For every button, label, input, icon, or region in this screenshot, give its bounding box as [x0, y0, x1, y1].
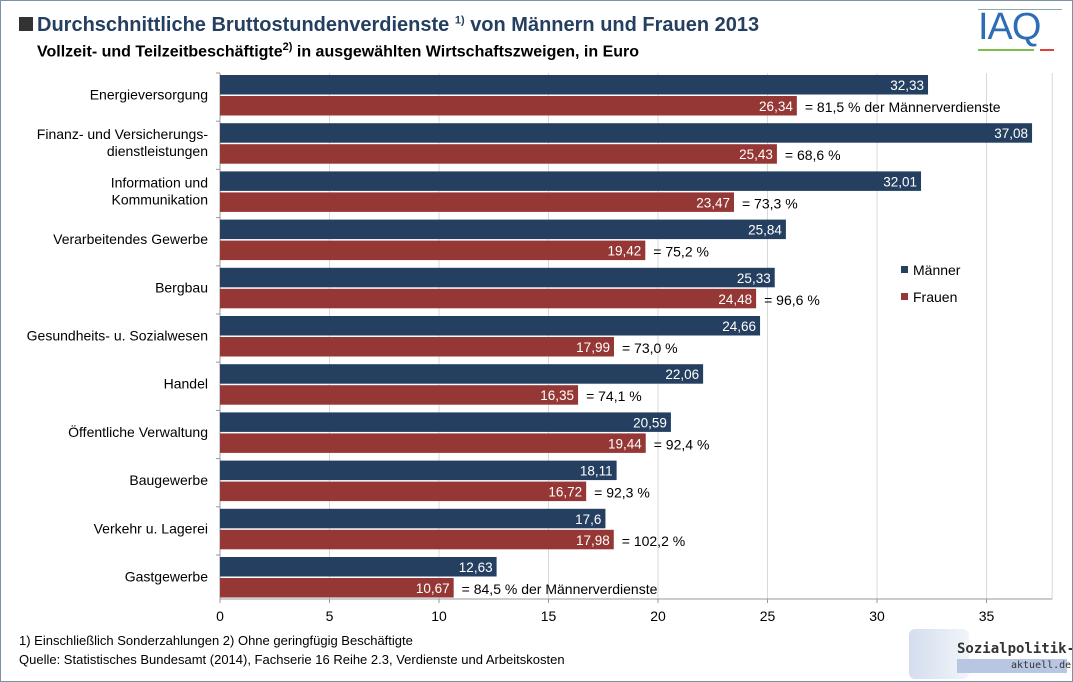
x-tick-label: 15: [541, 608, 557, 621]
legend-label: Männer: [913, 262, 961, 278]
bar-frauen: [220, 192, 734, 212]
percent-annotation: = 96,6 %: [764, 292, 820, 308]
bar-value-label: 25,43: [739, 147, 773, 162]
bar-frauen: [220, 433, 646, 453]
bar-value-label: 26,34: [759, 99, 793, 114]
bar-chart: 0 5 10 15 20 25 30 35 Energieversorgung 32,33 26,3…: [27, 72, 1053, 621]
source-note: Quelle: Statistisches Bundesamt (2014), …: [19, 652, 565, 667]
footnote: 1) Einschließlich Sonderzahlungen 2) Ohn…: [19, 633, 413, 648]
subtitle-main: Vollzeit- und Teilzeitbeschäftigte: [37, 43, 283, 61]
bar-value-label: 19,42: [608, 244, 642, 259]
percent-annotation: = 81,5 % der Männerverdienste: [805, 99, 1001, 115]
category-label: Finanz- und Versicherungs-: [37, 126, 209, 142]
bar-frauen: [220, 481, 587, 502]
bar-männer: [220, 267, 775, 288]
sozialpolitik-watermark: Sozialpolitik-aktuell.de: [909, 629, 1072, 679]
bar-frauen: [220, 529, 614, 550]
percent-annotation: = 92,3 %: [594, 485, 650, 501]
bar-frauen: [220, 144, 777, 164]
percent-annotation: = 73,3 %: [742, 195, 798, 211]
bar-frauen: [220, 385, 579, 405]
bar-value-label: 12,63: [459, 560, 493, 575]
category-label: Verkehr u. Lagerei: [94, 520, 208, 536]
bar-frauen: [220, 578, 454, 598]
bar-value-label: 16,35: [540, 388, 574, 403]
bar-männer: [220, 557, 497, 577]
x-tick-label: 20: [650, 608, 666, 621]
category-label: Öffentliche Verwaltung: [68, 423, 208, 440]
category-label: dienstleistungen: [107, 143, 208, 159]
category-label: Gastgewerbe: [125, 569, 208, 585]
bar-value-label: 22,06: [665, 367, 699, 382]
bar-value-label: 37,08: [994, 126, 1028, 141]
x-tick-label: 25: [760, 608, 776, 621]
category-label: Baugewerbe: [129, 472, 208, 488]
bar-value-label: 23,47: [696, 195, 730, 210]
logo-text: IAQ: [978, 6, 1041, 48]
bar-value-label: 17,98: [576, 533, 610, 548]
x-tick-label: 5: [326, 608, 334, 621]
bar-value-label: 32,01: [883, 174, 917, 189]
legend-swatch-männer: [901, 266, 908, 273]
percent-annotation: = 92,4 %: [654, 436, 710, 452]
percent-annotation: = 73,0 %: [622, 340, 678, 356]
bar-value-label: 25,84: [748, 223, 782, 238]
percent-annotation: = 74,1 %: [586, 388, 642, 404]
bar-value-label: 18,11: [580, 464, 613, 479]
bar-männer: [220, 316, 761, 336]
title-rest: von Männern und Frauen 2013: [470, 14, 760, 36]
iaq-logo: IAQ: [978, 7, 1062, 51]
bar-value-label: 17,99: [576, 340, 610, 355]
bar-männer: [220, 219, 786, 240]
x-tick-label: 0: [216, 608, 224, 621]
category-label: Information und: [111, 174, 208, 190]
bar-männer: [220, 123, 1033, 143]
bar-männer: [220, 75, 929, 95]
bar-männer: [220, 412, 671, 432]
bar-value-label: 24,66: [722, 319, 756, 334]
title-main: Durchschnittliche Bruttostundenverdienst…: [37, 14, 450, 36]
bar-value-label: 10,67: [416, 581, 450, 596]
bar-value-label: 25,33: [737, 271, 771, 286]
legend-swatch-frauen: [901, 293, 908, 300]
subtitle-footnote: 2): [282, 41, 293, 53]
bar-männer: [220, 508, 606, 529]
legend-label: Frauen: [913, 289, 957, 305]
percent-annotation: = 102,2 %: [622, 533, 685, 549]
bar-frauen: [220, 337, 614, 357]
bar-value-label: 24,48: [718, 292, 752, 307]
category-label: Kommunikation: [112, 191, 209, 207]
bar-männer: [220, 460, 617, 481]
x-tick-label: 30: [869, 608, 885, 621]
chart-subtitle: Vollzeit- und Teilzeitbeschäftigte2) in …: [37, 41, 639, 61]
bar-frauen: [220, 240, 646, 261]
category-label: Bergbau: [155, 279, 208, 295]
bar-value-label: 19,44: [608, 436, 642, 451]
bar-männer: [220, 171, 922, 191]
bar-value-label: 32,33: [890, 78, 924, 93]
percent-annotation: = 75,2 %: [653, 244, 709, 260]
bar-frauen: [220, 96, 797, 116]
category-label: Handel: [164, 376, 208, 392]
bar-value-label: 17,6: [575, 512, 601, 527]
title-square-icon: [19, 17, 33, 31]
chart-title: Durchschnittliche Bruttostundenverdienst…: [19, 14, 759, 37]
category-label: Energieversorgung: [90, 87, 208, 103]
x-tick-label: 35: [979, 608, 995, 621]
x-tick-label: 10: [431, 608, 447, 621]
bar-value-label: 20,59: [633, 415, 667, 430]
category-label: Verarbeitendes Gewerbe: [53, 231, 208, 247]
percent-annotation: = 68,6 %: [785, 147, 841, 163]
bar-value-label: 16,72: [548, 485, 582, 500]
percent-annotation: = 84,5 % der Männerverdienste: [462, 581, 658, 597]
category-label: Gesundheits- u. Sozialwesen: [27, 328, 208, 344]
subtitle-rest: in ausgewählten Wirtschaftszweigen, in E…: [296, 43, 640, 61]
bar-frauen: [220, 288, 757, 309]
bar-männer: [220, 364, 704, 384]
title-footnote: 1): [454, 14, 465, 27]
